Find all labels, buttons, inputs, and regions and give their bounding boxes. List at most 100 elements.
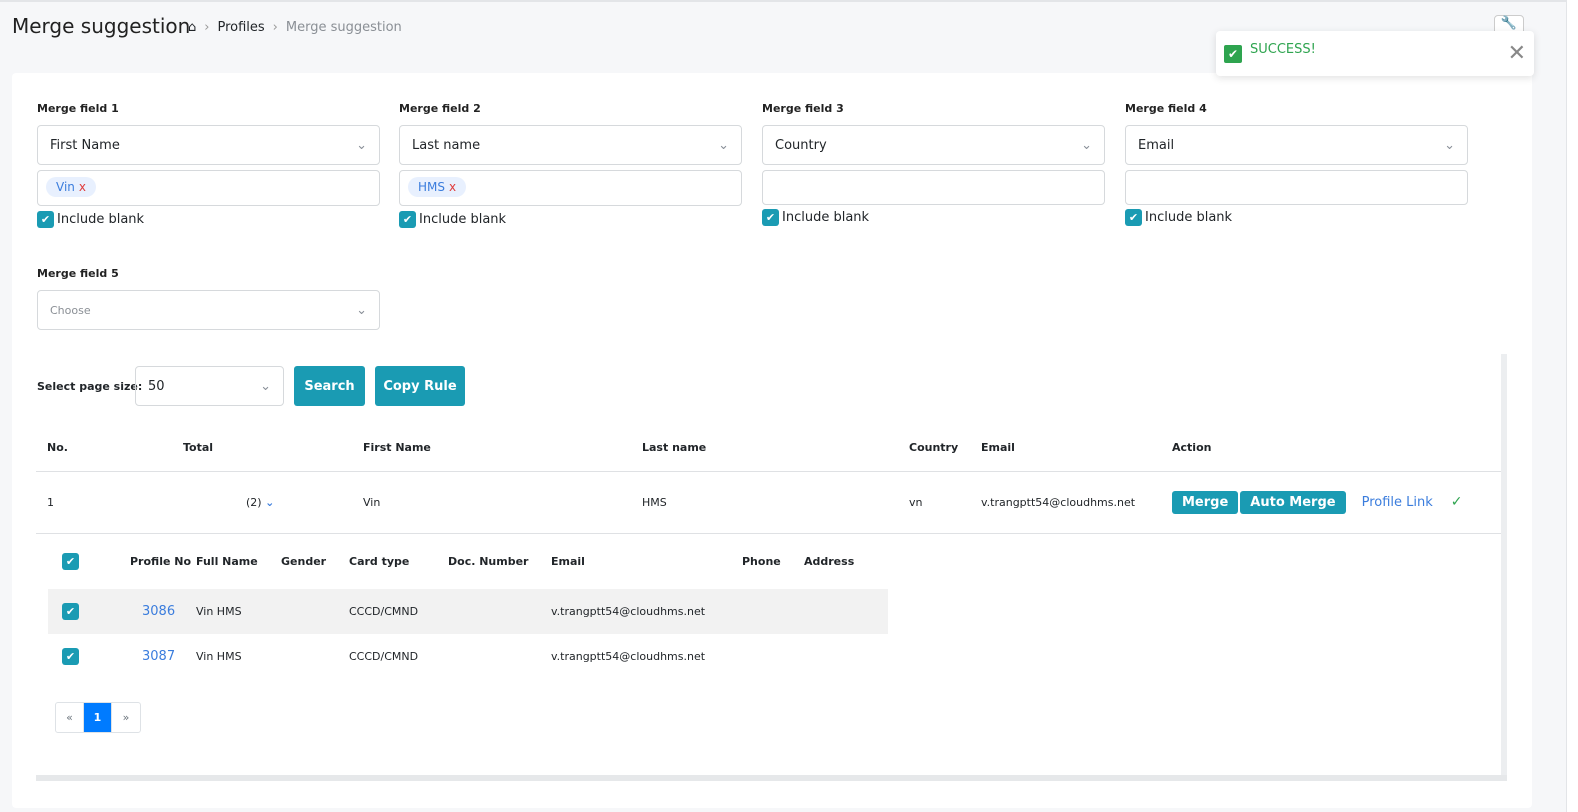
merge-field-4-select[interactable]: Email ⌄: [1125, 125, 1468, 165]
cell-email: v.trangptt54@cloudhms.net: [981, 470, 1172, 534]
merge-button[interactable]: Merge: [1172, 490, 1239, 514]
col-card-type: Card type: [349, 554, 410, 568]
field-label: Merge field 5: [37, 267, 119, 280]
horizontal-scrollbar[interactable]: [36, 775, 1507, 781]
check-icon: ✔: [1224, 44, 1242, 63]
cell-card-type: CCCD/CMND: [349, 589, 448, 634]
row-checkbox[interactable]: ✔: [62, 648, 79, 665]
remove-tag-icon[interactable]: x: [78, 180, 86, 194]
cell-doc-number: [448, 634, 551, 679]
row-checkbox[interactable]: ✔: [62, 603, 79, 620]
col-last-name: Last name: [642, 441, 707, 455]
chevron-down-icon: ⌄: [1081, 137, 1092, 153]
col-first-name: First Name: [363, 441, 431, 455]
home-icon[interactable]: ⌂: [188, 20, 197, 35]
merge-field-1: Merge field 1 First Name ⌄ Vin x ✔ Include …: [37, 102, 380, 228]
merge-field-4-tags[interactable]: [1125, 170, 1468, 205]
page-1-button[interactable]: 1: [84, 703, 112, 732]
tag-label: Vin: [56, 180, 75, 194]
select-value: Last name: [412, 137, 481, 153]
include-blank-checkbox[interactable]: ✔ Include blank: [762, 209, 1105, 226]
merge-field-5-select[interactable]: Choose ⌄: [37, 290, 380, 330]
cell-address: [804, 589, 888, 634]
merge-field-1-tags[interactable]: Vin x: [37, 170, 380, 206]
chevron-down-icon: ⌄: [260, 378, 271, 394]
cell-phone: [742, 589, 804, 634]
select-value: Country: [775, 137, 827, 153]
top-border: [0, 0, 1578, 2]
profile-no-link[interactable]: 3087: [142, 649, 176, 664]
field-label: Merge field 3: [762, 102, 844, 115]
cell-total: (2): [246, 495, 262, 509]
close-icon[interactable]: ✕: [1507, 41, 1526, 66]
select-value: Email: [1138, 137, 1175, 153]
chevron-down-icon: ⌄: [356, 302, 367, 318]
merge-field-3-tags[interactable]: [762, 170, 1105, 205]
subtable-header: ✔ Profile No Full Name Gender Card type …: [48, 533, 888, 589]
cell-email: v.trangptt54@cloudhms.net: [551, 589, 742, 634]
merge-field-1-select[interactable]: First Name ⌄: [37, 125, 380, 165]
col-gender: Gender: [281, 554, 327, 568]
copy-rule-button[interactable]: Copy Rule: [375, 366, 465, 406]
include-blank-checkbox[interactable]: ✔ Include blank: [37, 211, 380, 228]
col-phone: Phone: [742, 554, 781, 568]
cell-gender: [281, 634, 349, 679]
cell-no: 1: [36, 470, 183, 534]
suggestion-table: No. Total First Name Last name Country E…: [36, 425, 1501, 534]
page-size-select[interactable]: 50 ⌄: [135, 366, 284, 406]
col-country: Country: [909, 441, 959, 455]
table-header: No. Total First Name Last name Country E…: [36, 425, 1501, 471]
breadcrumb-profiles[interactable]: Profiles: [217, 20, 265, 35]
col-address: Address: [804, 554, 855, 568]
cell-doc-number: [448, 589, 551, 634]
page-size-label: Select page size:: [37, 380, 143, 393]
profile-no-link[interactable]: 3086: [142, 604, 176, 619]
select-value: 50: [148, 378, 165, 394]
remove-tag-icon[interactable]: x: [449, 180, 457, 194]
tag-label: HMS: [418, 180, 445, 194]
chevron-down-icon[interactable]: ⌄: [265, 495, 275, 509]
profile-link[interactable]: Profile Link: [1361, 494, 1433, 510]
cell-first-name: Vin: [363, 470, 642, 534]
merge-field-4: Merge field 4 Email ⌄ ✔ Include blank: [1125, 102, 1468, 226]
chevron-down-icon: ⌄: [356, 137, 367, 153]
auto-merge-button[interactable]: Auto Merge: [1240, 490, 1346, 514]
col-action: Action: [1172, 441, 1212, 455]
merge-field-5: Merge field 5 Choose ⌄: [37, 267, 380, 330]
cell-address: [804, 634, 888, 679]
col-email: Email: [551, 554, 585, 568]
toast-message: SUCCESS!: [1250, 42, 1316, 57]
merge-field-3: Merge field 3 Country ⌄ ✔ Include blank: [762, 102, 1105, 226]
checkbox-label: Include blank: [57, 212, 145, 227]
cell-card-type: CCCD/CMND: [349, 650, 419, 663]
col-email: Email: [981, 441, 1015, 455]
vertical-scrollbar[interactable]: [1501, 354, 1507, 778]
checkbox-label: Include blank: [1145, 210, 1233, 225]
next-page-button[interactable]: »: [122, 711, 130, 724]
tag: Vin x: [46, 177, 96, 197]
window-edge: [1566, 0, 1578, 812]
chevron-right-icon: ›: [204, 20, 210, 35]
chevron-down-icon: ⌄: [1444, 137, 1455, 153]
prev-page-button[interactable]: «: [56, 703, 84, 732]
field-label: Merge field 4: [1125, 102, 1207, 115]
merge-field-2-tags[interactable]: HMS x: [399, 170, 742, 206]
include-blank-checkbox[interactable]: ✔ Include blank: [1125, 209, 1468, 226]
cell-full-name: Vin HMS: [196, 650, 242, 663]
cell-gender: [281, 589, 349, 634]
field-label: Merge field 2: [399, 102, 481, 115]
merge-field-3-select[interactable]: Country ⌄: [762, 125, 1105, 165]
checkbox-checked-icon[interactable]: ✔: [37, 211, 54, 228]
checkbox-checked-icon[interactable]: ✔: [1125, 209, 1142, 226]
checkbox-checked-icon[interactable]: ✔: [399, 211, 416, 228]
search-button[interactable]: Search: [294, 366, 365, 406]
breadcrumb-current: Merge suggestion: [285, 20, 402, 35]
success-toast: ✔ SUCCESS! ✕: [1216, 31, 1534, 76]
field-label: Merge field 1: [37, 102, 119, 115]
checkbox-label: Include blank: [419, 212, 507, 227]
table-row: ✔ 3087 Vin HMS CCCD/CMND v.trangptt54@cl…: [48, 634, 888, 679]
include-blank-checkbox[interactable]: ✔ Include blank: [399, 211, 742, 228]
merge-field-2-select[interactable]: Last name ⌄: [399, 125, 742, 165]
checkbox-checked-icon[interactable]: ✔: [762, 209, 779, 226]
select-all-checkbox[interactable]: ✔: [62, 552, 79, 570]
